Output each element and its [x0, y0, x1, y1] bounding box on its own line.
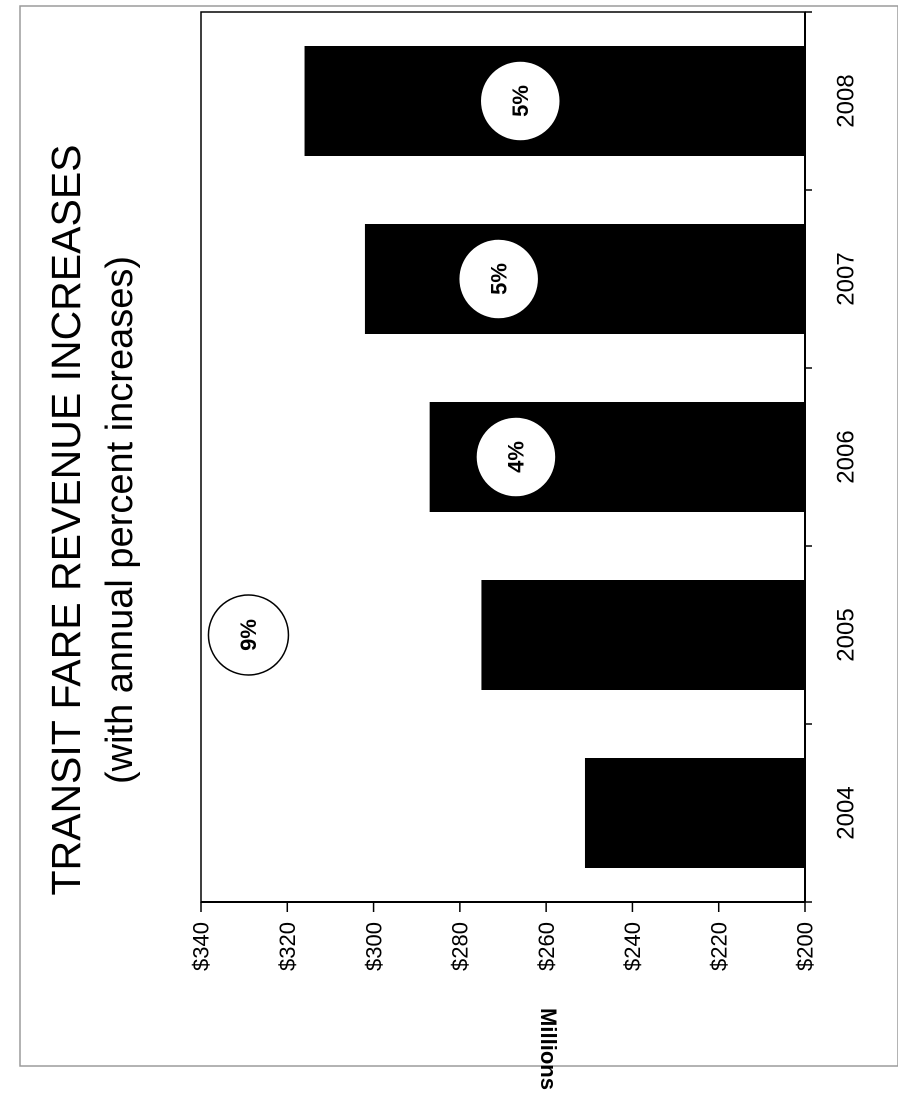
percent-badge-label: 9%: [236, 619, 261, 651]
x-tick-label: 2004: [832, 786, 859, 839]
y-tick-label: $260: [534, 922, 559, 971]
y-tick-label: $300: [361, 922, 386, 971]
percent-badge-label: 5%: [508, 85, 533, 117]
percent-badges: 9% 4% 5% 5%: [207, 60, 562, 676]
percent-badge-label: 4%: [504, 441, 529, 473]
y-tick-label: $340: [189, 922, 214, 971]
percent-badge-circle: [479, 60, 562, 142]
y-tick-label: $220: [706, 922, 731, 971]
chart-title: TRANSIT FARE REVENUE INCREASES: [43, 144, 89, 895]
bars: [304, 46, 805, 868]
x-axis-ticks: 2004 2005 2006 2007 2008: [805, 11, 859, 903]
y-axis-label: Millions: [536, 1008, 561, 1090]
x-tick-label: 2006: [832, 430, 859, 483]
y-tick-label: $320: [275, 922, 300, 971]
y-axis-ticks: $200 $220 $240 $260 $280 $300 $320 $340: [189, 902, 818, 971]
page-border: [19, 5, 898, 1067]
bar-2004: [584, 758, 805, 868]
chart-subtitle: (with annual percent increases): [99, 256, 141, 784]
percent-badge-label: 5%: [486, 263, 511, 295]
x-tick-label: 2005: [832, 608, 859, 661]
y-tick-label: $200: [793, 922, 818, 971]
percent-badge-circle: [457, 238, 540, 320]
y-tick-label: $280: [448, 922, 473, 971]
percent-badge-circle: [207, 594, 290, 676]
percent-badge-circle: [475, 416, 557, 498]
x-tick-label: 2008: [832, 74, 859, 127]
bar-2005: [481, 580, 805, 690]
bar-2007: [364, 224, 805, 334]
x-tick-label: 2007: [832, 252, 859, 305]
y-tick-label: $240: [620, 922, 645, 971]
